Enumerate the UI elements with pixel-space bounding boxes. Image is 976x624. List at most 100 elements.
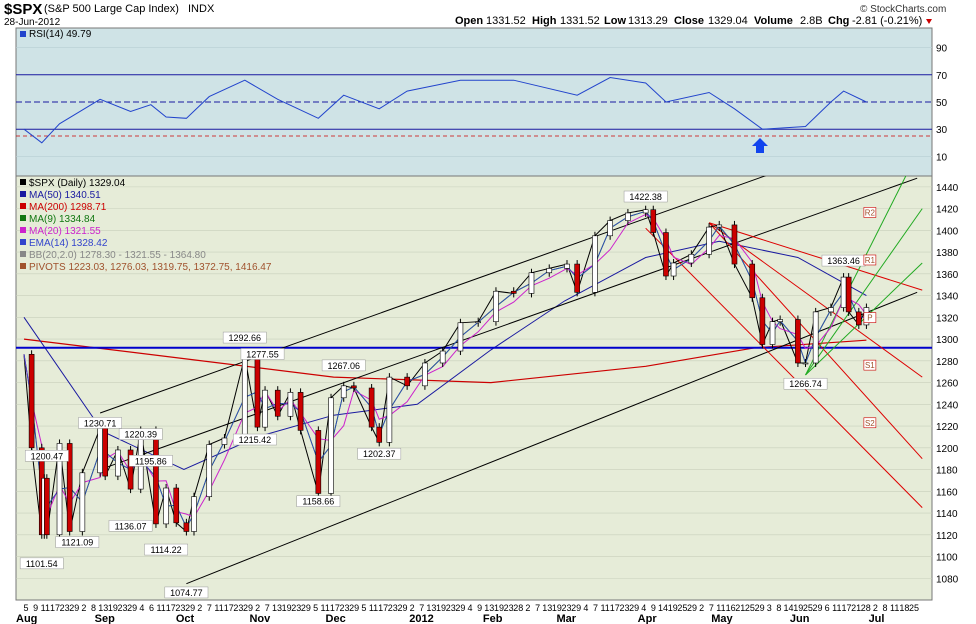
x-day-tick: 5 bbox=[23, 603, 28, 613]
annotation-box bbox=[55, 536, 100, 548]
legend-swatch bbox=[20, 239, 26, 245]
x-day-tick: 23 bbox=[291, 603, 301, 613]
x-day-tick: 2 bbox=[699, 603, 704, 613]
x-day-tick: 11 bbox=[369, 603, 378, 613]
x-day-tick: 23 bbox=[233, 603, 243, 613]
pivot-label: P bbox=[867, 314, 872, 323]
x-day-tick: 13 bbox=[272, 603, 282, 613]
x-day-tick: 19 bbox=[668, 603, 678, 613]
candle-body bbox=[510, 290, 517, 294]
annotation-label: 1292.66 bbox=[228, 333, 261, 343]
annotation-box bbox=[24, 450, 69, 462]
y-tick-label: 1160 bbox=[936, 487, 958, 498]
x-day-tick: 21 bbox=[851, 603, 861, 613]
candle-body bbox=[759, 297, 766, 345]
candle-body bbox=[592, 235, 598, 293]
x-day-tick: 13 bbox=[426, 603, 436, 613]
annotation-box bbox=[357, 447, 402, 460]
candle-body bbox=[642, 209, 649, 214]
x-day-tick: 17 bbox=[378, 603, 388, 613]
x-day-tick: 29 bbox=[812, 603, 822, 613]
x-day-tick: 21 bbox=[735, 603, 745, 613]
x-day-tick: 19 bbox=[494, 603, 504, 613]
x-day-tick: 29 bbox=[127, 603, 137, 613]
x-day-tick: 13 bbox=[484, 603, 494, 613]
rsi-line bbox=[23, 76, 867, 144]
x-day-tick: 5 bbox=[361, 603, 366, 613]
x-day-tick: 19 bbox=[282, 603, 292, 613]
chg-value: -2.81 (-0.21%) bbox=[852, 15, 922, 27]
candle-body bbox=[163, 487, 169, 525]
x-month-label: Feb bbox=[483, 613, 503, 624]
legend-label: EMA(14) 1328.42 bbox=[29, 238, 108, 249]
x-month-label: Dec bbox=[326, 613, 346, 624]
candle-body bbox=[607, 220, 613, 237]
x-day-tick: 11 bbox=[832, 603, 841, 613]
chart-date: 28-Jun-2012 bbox=[4, 17, 61, 28]
candle-body bbox=[386, 376, 393, 443]
x-day-tick: 25 bbox=[677, 603, 687, 613]
annotation-box bbox=[108, 520, 153, 532]
candle-body bbox=[439, 350, 446, 364]
candle-body bbox=[574, 263, 580, 293]
up-arrow-icon bbox=[752, 138, 768, 153]
x-day-tick: 17 bbox=[841, 603, 851, 613]
legend-swatch bbox=[20, 203, 26, 209]
x-day-tick: 23 bbox=[118, 603, 128, 613]
rsi-tick-label: 90 bbox=[936, 44, 948, 55]
x-day-tick: 7 bbox=[593, 603, 598, 613]
exchange: INDX bbox=[188, 3, 215, 15]
upper-channel bbox=[99, 176, 767, 414]
x-day-tick: 29 bbox=[687, 603, 697, 613]
annotation-box bbox=[296, 495, 341, 507]
annotation-box bbox=[222, 331, 267, 344]
candle-body bbox=[173, 487, 180, 524]
x-day-tick: 9 bbox=[477, 603, 482, 613]
green-fork-line bbox=[805, 208, 923, 376]
red-fork-line bbox=[708, 222, 923, 291]
red-fork-line bbox=[645, 227, 923, 508]
candle-body bbox=[845, 276, 852, 313]
symbol: $SPX bbox=[4, 1, 42, 18]
candle-body bbox=[79, 472, 86, 532]
candle-body bbox=[340, 385, 347, 399]
x-month-label: Oct bbox=[176, 613, 195, 624]
candle-body bbox=[183, 522, 190, 532]
candle-body bbox=[528, 272, 535, 294]
x-day-tick: 2 bbox=[410, 603, 415, 613]
candle-body bbox=[564, 263, 570, 269]
x-day-tick: 17 bbox=[330, 603, 340, 613]
x-day-tick: 11 bbox=[890, 603, 899, 613]
x-day-tick: 6 bbox=[825, 603, 830, 613]
pivot-label: S2 bbox=[865, 419, 875, 428]
y-tick-label: 1300 bbox=[936, 335, 959, 346]
legend-swatch bbox=[20, 263, 26, 269]
x-month-label: Sep bbox=[95, 613, 115, 624]
x-day-tick: 9 bbox=[33, 603, 38, 613]
x-day-tick: 2 bbox=[525, 603, 530, 613]
candle-body bbox=[650, 209, 657, 233]
x-day-tick: 29 bbox=[755, 603, 765, 613]
candle-body bbox=[115, 449, 121, 477]
candle-body bbox=[66, 443, 73, 532]
x-day-tick: 29 bbox=[397, 603, 407, 613]
annotation-box bbox=[321, 359, 366, 372]
x-day-tick: 28 bbox=[513, 603, 523, 613]
pivot-box bbox=[863, 359, 877, 371]
chg-label: Chg bbox=[828, 15, 849, 27]
candle-body bbox=[706, 226, 712, 255]
brand-logo: © StockCharts.com bbox=[860, 4, 946, 15]
x-day-tick: 2 bbox=[197, 603, 202, 613]
y-tick-label: 1380 bbox=[936, 248, 959, 259]
rsi-tick-label: 70 bbox=[936, 71, 948, 82]
x-day-tick: 2 bbox=[873, 603, 878, 613]
y-tick-label: 1440 bbox=[936, 183, 959, 194]
low-label: Low bbox=[604, 15, 626, 27]
price-panel bbox=[15, 175, 933, 601]
x-day-tick: 29 bbox=[185, 603, 195, 613]
pivot-box bbox=[863, 417, 877, 429]
candle-body bbox=[670, 262, 677, 277]
legend-swatch bbox=[20, 179, 26, 185]
annotation-box bbox=[240, 348, 285, 360]
